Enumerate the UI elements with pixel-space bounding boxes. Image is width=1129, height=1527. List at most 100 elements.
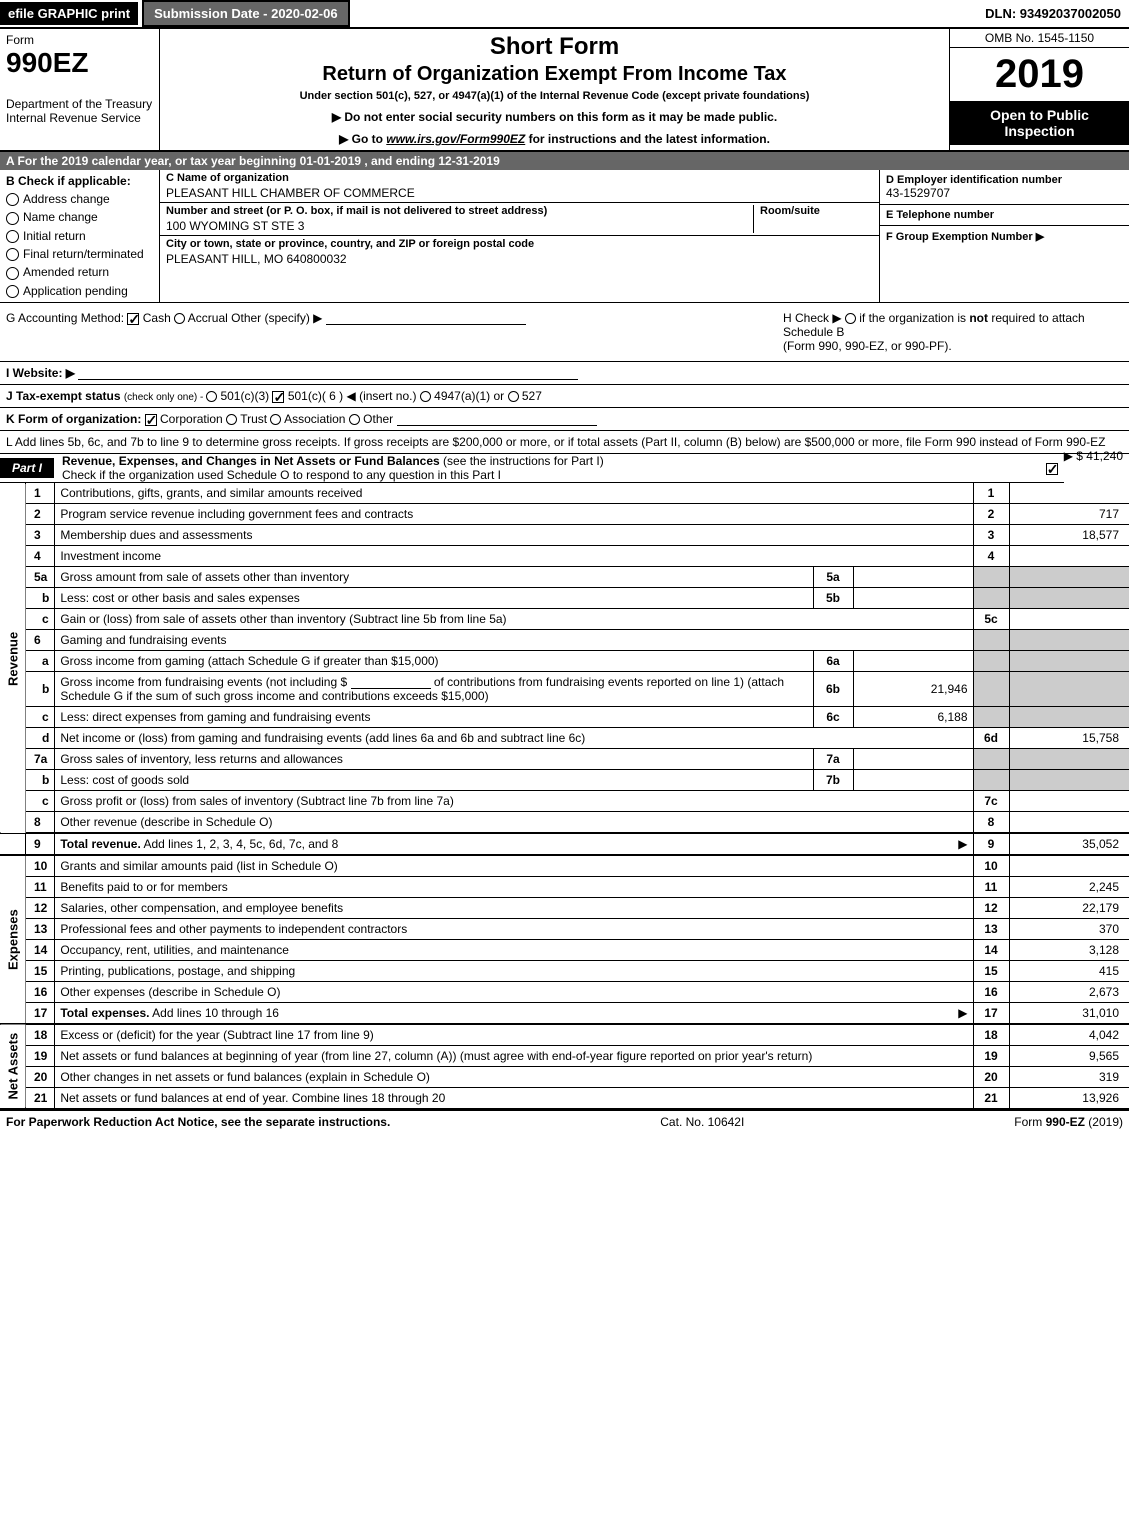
l17-rest: Add lines 10 through 16 [152, 1006, 279, 1020]
chk-501c[interactable] [272, 391, 284, 403]
row-L: L Add lines 5b, 6c, and 7b to line 9 to … [0, 431, 1129, 454]
instruct-ssn: ▶ Do not enter social security numbers o… [170, 110, 939, 124]
page-footer: For Paperwork Reduction Act Notice, see … [0, 1109, 1129, 1133]
chk-name-change[interactable]: Name change [6, 210, 153, 224]
H-not: not [969, 311, 988, 325]
instruct-post: for instructions and the latest informat… [525, 132, 770, 146]
chk-part1-scheduleO[interactable] [1046, 463, 1058, 475]
header-right: OMB No. 1545-1150 2019 Open to Public In… [949, 29, 1129, 150]
amt [1009, 855, 1129, 877]
dept-label: Department of the Treasury [6, 97, 153, 111]
chk-501c3[interactable] [206, 391, 217, 402]
I-label: I Website: ▶ [6, 366, 75, 380]
amt [1009, 790, 1129, 811]
chk-initial-return[interactable]: Initial return [6, 229, 153, 243]
ln: 6 [26, 629, 55, 650]
chk-amended-return[interactable]: Amended return [6, 265, 153, 279]
ln: 11 [26, 876, 55, 897]
opt-other: Other (specify) ▶ [231, 311, 322, 325]
ln: 3 [26, 524, 55, 545]
irs-link[interactable]: www.irs.gov/Form990EZ [386, 132, 525, 146]
opt-501c-hint: ◀ (insert no.) [347, 389, 417, 403]
chk-accrual[interactable] [174, 313, 185, 324]
numcol: 3 [973, 524, 1009, 545]
header-left: Form 990EZ Department of the Treasury In… [0, 29, 160, 150]
chk-address-change[interactable]: Address change [6, 192, 153, 206]
l17-bold: Total expenses. [60, 1006, 149, 1020]
chk-other-org[interactable] [349, 414, 360, 425]
C-name-label: C Name of organization [166, 172, 873, 184]
footer-right-post: (2019) [1085, 1115, 1123, 1129]
table-row: 8 Other revenue (describe in Schedule O)… [0, 811, 1129, 833]
website-line[interactable] [78, 366, 578, 380]
ln: b [26, 587, 55, 608]
D-label: D Employer identification number [886, 174, 1123, 186]
chk-corporation[interactable] [145, 414, 157, 426]
midval: 6,188 [853, 706, 973, 727]
chk-final-return[interactable]: Final return/terminated [6, 247, 153, 261]
ln: 8 [26, 811, 55, 833]
desc: Less: cost of goods sold [55, 769, 813, 790]
opt-trust: Trust [240, 412, 267, 426]
chk-association[interactable] [270, 414, 281, 425]
ln: 15 [26, 960, 55, 981]
table-row: b Gross income from fundraising events (… [0, 671, 1129, 706]
table-row: 13 Professional fees and other payments … [0, 918, 1129, 939]
numcol [973, 706, 1009, 727]
numcol: 13 [973, 918, 1009, 939]
ln: 13 [26, 918, 55, 939]
ln: a [26, 650, 55, 671]
footer-mid: Cat. No. 10642I [660, 1115, 744, 1129]
chk-527[interactable] [508, 391, 519, 402]
table-row: Net Assets 18 Excess or (deficit) for th… [0, 1024, 1129, 1046]
table-row: b Less: cost or other basis and sales ex… [0, 587, 1129, 608]
ein-value: 43-1529707 [886, 186, 1123, 200]
ln: 4 [26, 545, 55, 566]
amt: 31,010 [1009, 1002, 1129, 1024]
org-city: PLEASANT HILL, MO 640800032 [166, 252, 873, 266]
chk-cash[interactable] [127, 313, 139, 325]
J-sub: (check only one) - [124, 392, 206, 403]
side-label-netassets: Net Assets [0, 1024, 26, 1109]
irs-label: Internal Revenue Service [6, 111, 153, 125]
other-specify-line[interactable] [326, 311, 526, 325]
table-row: c Gain or (loss) from sale of assets oth… [0, 608, 1129, 629]
desc: Gross income from fundraising events (no… [55, 671, 813, 706]
omb-number: OMB No. 1545-1150 [950, 29, 1129, 48]
ln: 21 [26, 1087, 55, 1108]
desc: Total expenses. Add lines 10 through 16 … [55, 1002, 973, 1024]
ln: 7a [26, 748, 55, 769]
H-text2: if the organization is [859, 311, 969, 325]
other-org-line[interactable] [397, 412, 597, 426]
numcol: 10 [973, 855, 1009, 877]
tax-year: 2019 [950, 48, 1129, 101]
numcol: 5c [973, 608, 1009, 629]
desc: Net income or (loss) from gaming and fun… [55, 727, 973, 748]
numcol: 18 [973, 1024, 1009, 1046]
table-row: c Gross profit or (loss) from sales of i… [0, 790, 1129, 811]
submission-date-badge: Submission Date - 2020-02-06 [142, 0, 350, 27]
desc: Net assets or fund balances at beginning… [55, 1045, 973, 1066]
6b-pre: Gross income from fundraising events (no… [60, 675, 347, 689]
ln: 5a [26, 566, 55, 587]
section-C: C Name of organization PLEASANT HILL CHA… [160, 170, 879, 302]
opt-527: 527 [522, 389, 542, 403]
chk-H[interactable] [845, 313, 856, 324]
amt [1009, 671, 1129, 706]
table-row: 9 Total revenue. Add lines 1, 2, 3, 4, 5… [0, 833, 1129, 855]
C-addr-label: Number and street (or P. O. box, if mail… [166, 205, 753, 217]
l9-bold: Total revenue. [60, 837, 140, 851]
header-center: Short Form Return of Organization Exempt… [160, 29, 949, 150]
chk-4947[interactable] [420, 391, 431, 402]
table-row: 5a Gross amount from sale of assets othe… [0, 566, 1129, 587]
6b-blank[interactable] [351, 675, 431, 689]
chk-trust[interactable] [226, 414, 237, 425]
table-row: c Less: direct expenses from gaming and … [0, 706, 1129, 727]
numcol: 14 [973, 939, 1009, 960]
numcol: 8 [973, 811, 1009, 833]
amt: 370 [1009, 918, 1129, 939]
amt [1009, 706, 1129, 727]
efile-print-label[interactable]: efile GRAPHIC print [0, 2, 138, 25]
L-arrow: ▶ [1064, 449, 1073, 463]
chk-application-pending[interactable]: Application pending [6, 284, 153, 298]
